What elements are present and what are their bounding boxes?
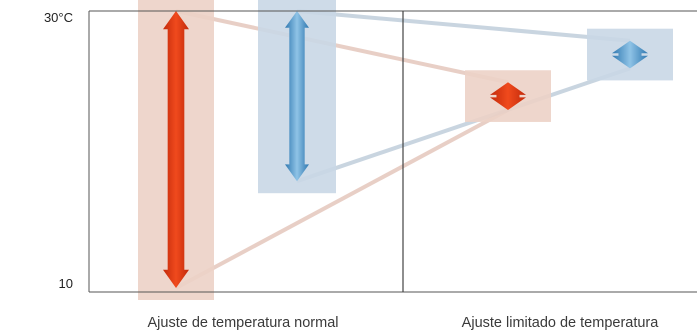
normal-cooling-arrow (285, 11, 309, 182)
cooling-top-connector (296, 9, 631, 43)
caption-limited-adjustment: Ajuste limitado de temperatura (462, 315, 660, 331)
heating-top-connector (175, 9, 509, 85)
caption-normal-adjustment: Ajuste de temperatura normal (147, 315, 338, 331)
limited-cooling-arrow (612, 40, 648, 69)
connector-lines (175, 9, 631, 290)
cooling-bottom-connector (296, 66, 631, 184)
limited-heating-arrow (490, 82, 526, 110)
heating-bottom-connector (175, 108, 509, 290)
axis-label-max: 30°C (44, 10, 73, 25)
normal-heating-arrow (163, 11, 189, 288)
range-arrows (163, 11, 648, 288)
range-bands (138, 0, 673, 300)
chart-frame (88, 10, 697, 293)
axis-label-min: 10 (59, 276, 73, 291)
